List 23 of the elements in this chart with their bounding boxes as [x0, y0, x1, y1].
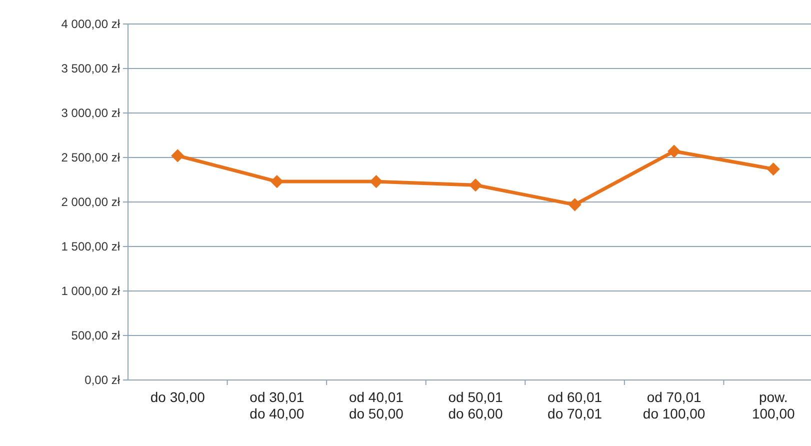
y-tick-label: 2 000,00 zł [61, 194, 120, 209]
y-tick-label: 4 000,00 zł [61, 16, 120, 31]
x-tick-label: od 70,01 do 100,00 [642, 388, 706, 422]
y-tick-label: 1 000,00 zł [61, 284, 120, 298]
y-tick-label: 3 500,00 zł [61, 61, 120, 76]
x-tick-label: do 30,00 [150, 388, 206, 405]
x-tick-label: od 30,01 do 40,00 [250, 388, 304, 422]
x-tick-label: pow. 100,00 [752, 388, 795, 422]
point [668, 144, 681, 158]
point [568, 198, 582, 212]
x-tick-label: od 50,01 do 60,00 [448, 388, 503, 422]
y-tick-label: 3 000,00 zł [61, 106, 120, 120]
point [270, 174, 284, 188]
point [171, 149, 184, 162]
y-tick-label: 1 500,00 zł [61, 239, 120, 254]
x-tick-label: od 40,01 do 50,00 [348, 388, 404, 422]
point [370, 174, 383, 188]
y-tick-label: 0,00 zł [84, 372, 120, 387]
x-tick-label: od 60,01 do 70,01 [548, 388, 602, 422]
y-tick-label: 2 500,00 zł [61, 150, 120, 164]
point [468, 178, 482, 192]
point [766, 162, 780, 176]
y-tick-label: 500,00 zł [71, 328, 120, 342]
